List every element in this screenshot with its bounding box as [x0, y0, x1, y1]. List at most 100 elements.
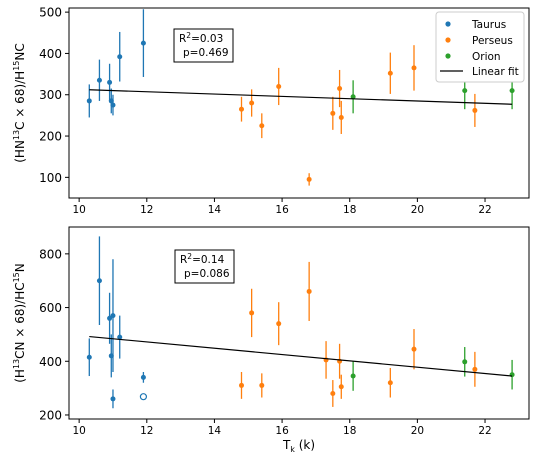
bottom-r2-text: R2=0.14 — [180, 252, 225, 266]
bottom-ytick-label: 800 — [39, 247, 62, 261]
top-perseus-point — [276, 83, 282, 89]
bottom-xtick-label: 14 — [208, 425, 222, 437]
top-axis-ticks: 10 12 14 16 18 20 22 100 200 300 400 500 — [39, 6, 492, 216]
legend-orion-marker — [445, 53, 451, 59]
top-orion-point — [462, 88, 468, 94]
top-r2-prefix: R — [179, 33, 186, 45]
bottom-ylabel-part-3: N — [13, 263, 27, 272]
bottom-panel: 10 12 14 16 18 20 22 200 400 600 800 (H13CN × 68)/… — [12, 226, 530, 454]
top-perseus-point — [338, 114, 344, 120]
bottom-ylabel-part-1: (H — [13, 369, 27, 383]
top-orion-point — [350, 94, 356, 100]
top-xtick-label: 14 — [208, 204, 222, 216]
top-panel: 10 12 14 16 18 20 22 100 200 300 400 500 (HN13C × 6… — [12, 6, 530, 216]
bottom-ylabel-sup-2: 15 — [12, 272, 21, 282]
bottom-orion-point — [350, 373, 356, 379]
top-linear-fit-line — [89, 89, 513, 105]
bottom-linear-fit-line — [89, 335, 513, 377]
bottom-r2-value: =0.14 — [192, 254, 224, 266]
bottom-ytick-label: 200 — [39, 408, 62, 422]
top-ylabel-sup-2: 15 — [12, 61, 21, 71]
bottom-xtick-label: 20 — [411, 425, 424, 437]
top-perseus-point — [330, 110, 336, 116]
legend-box — [435, 11, 525, 83]
top-ytick-label: 300 — [39, 88, 62, 102]
top-stats-annotation: R2=0.03 p=0.469 — [173, 28, 234, 63]
bottom-taurus-point — [117, 334, 123, 340]
top-perseus-point — [387, 70, 393, 76]
bottom-perseus-point — [472, 366, 478, 372]
legend-taurus-label: Taurus — [471, 19, 506, 31]
bottom-plot-frame — [68, 226, 530, 420]
bottom-perseus-point — [330, 390, 336, 396]
top-taurus-point — [110, 102, 116, 108]
top-xtick-label: 18 — [343, 204, 356, 216]
legend-taurus-marker — [445, 21, 451, 27]
top-y-axis-label: (HN13C × 68)/H15NC — [12, 43, 27, 163]
bottom-xtick-label: 10 — [72, 425, 85, 437]
bottom-taurus-point — [96, 278, 102, 284]
top-perseus-point — [239, 106, 244, 112]
top-ytick-label: 500 — [39, 6, 62, 20]
x-axis-label: Tk (k) — [282, 438, 315, 454]
top-r2-value: =0.03 — [191, 33, 223, 45]
bottom-ytick-label: 600 — [39, 301, 62, 315]
bottom-perseus-point — [239, 382, 244, 388]
top-orion-point — [509, 88, 515, 94]
bottom-axis-ticks: 10 12 14 16 18 20 22 200 400 600 800 — [39, 247, 492, 437]
bottom-perseus-point — [387, 380, 393, 386]
top-r2-text: R2=0.03 — [179, 31, 223, 45]
top-taurus-point — [140, 40, 146, 46]
legend-orion-label: Orion — [472, 51, 501, 63]
top-perseus-point — [472, 107, 478, 113]
bottom-stats-annotation: R2=0.14 p=0.086 — [174, 249, 235, 284]
top-taurus-point — [117, 54, 123, 60]
bottom-xtick-label: 18 — [343, 425, 356, 437]
bottom-xtick-label: 12 — [140, 425, 153, 437]
bottom-r2-prefix: R — [180, 254, 187, 266]
x-axis-label-main: T — [282, 438, 291, 452]
top-perseus-point — [249, 100, 255, 106]
top-taurus-point — [108, 98, 114, 104]
top-perseus-point — [306, 176, 312, 182]
legend-fit-label: Linear fit — [472, 66, 519, 78]
x-axis-label-sub: k — [290, 445, 295, 454]
bottom-perseus-point — [338, 384, 344, 390]
top-ylabel-part-1: (HN — [13, 140, 27, 163]
bottom-perseus-point — [411, 346, 417, 352]
bottom-taurus-point — [86, 354, 92, 360]
bottom-perseus-point — [276, 321, 282, 327]
bottom-ylabel-sup-1: 13 — [12, 359, 21, 369]
top-xtick-label: 16 — [275, 204, 289, 216]
top-ylabel-sup-1: 13 — [12, 130, 21, 140]
top-taurus-point — [86, 98, 92, 104]
bottom-taurus-point — [110, 396, 116, 402]
top-p-text: p=0.469 — [183, 47, 229, 59]
top-xtick-label: 10 — [72, 204, 85, 216]
bottom-orion-point — [462, 359, 468, 365]
bottom-xtick-label: 16 — [275, 425, 289, 437]
top-ylabel-part-2: C × 68)/H — [13, 71, 27, 130]
bottom-taurus-point — [110, 313, 116, 319]
bottom-ylabel-part-2: CN × 68)/HC — [13, 282, 27, 358]
top-plot-frame — [68, 7, 530, 199]
top-ytick-label: 100 — [39, 171, 62, 185]
top-perseus-point — [411, 65, 417, 71]
top-perseus-point — [259, 123, 265, 129]
bottom-stats-box — [174, 249, 235, 284]
top-taurus-point — [107, 79, 113, 85]
bottom-p-text: p=0.086 — [184, 268, 230, 280]
top-stats-box — [173, 28, 234, 63]
top-ylabel-part-3: NC — [13, 43, 27, 60]
top-xtick-label: 20 — [411, 204, 424, 216]
top-r2-sup: 2 — [186, 31, 191, 40]
bottom-xtick-label: 22 — [478, 425, 491, 437]
bottom-taurus-point — [107, 315, 113, 321]
bottom-y-axis-label: (H13CN × 68)/HC15N — [12, 263, 27, 383]
bottom-perseus-point — [249, 310, 255, 316]
bottom-taurus-point — [108, 353, 114, 359]
legend-perseus-label: Perseus — [472, 35, 513, 47]
bottom-perseus-point — [306, 288, 312, 294]
top-xtick-label: 12 — [140, 204, 153, 216]
